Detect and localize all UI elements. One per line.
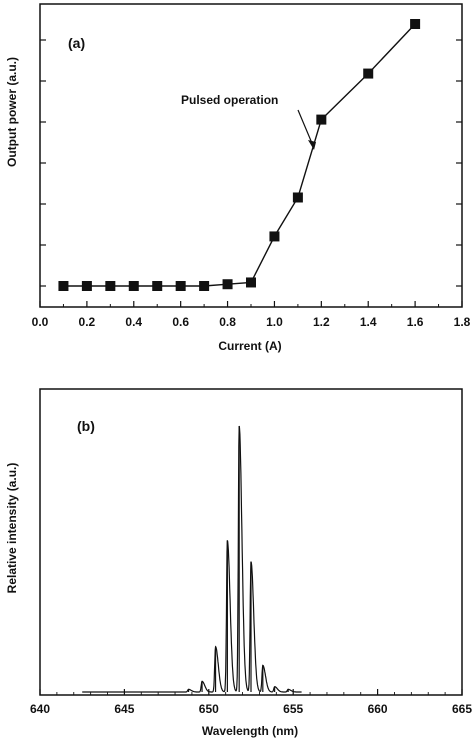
data-point-marker: [316, 114, 327, 125]
y-axis-title-a: Output power (a.u.): [5, 57, 19, 167]
x-tick-label-b: 655: [283, 702, 303, 716]
x-tick-label-b: 640: [30, 702, 50, 716]
data-point-marker: [246, 277, 256, 288]
data-point-marker: [152, 281, 163, 291]
annotation-label: Pulsed operation: [181, 93, 278, 107]
spectrum-peaks: [187, 426, 289, 692]
x-tick-label-a: 1.2: [313, 315, 330, 329]
x-tick-label-a: 0.4: [125, 315, 142, 329]
x-tick-label-b: 665: [452, 702, 472, 716]
data-point-marker: [81, 281, 92, 291]
spectrum-line: [82, 425, 302, 693]
data-point-marker: [199, 281, 210, 291]
x-tick-label-a: 1.6: [407, 315, 424, 329]
x-tick-label-b: 660: [368, 702, 388, 716]
x-tick-label-a: 0.6: [172, 315, 189, 329]
x-tick-label-a: 0.8: [219, 315, 236, 329]
data-point-marker: [105, 281, 116, 291]
y-axis-title-b: Relative intensity (a.u.): [5, 463, 19, 594]
x-tick-label-a: 1.4: [360, 315, 377, 329]
data-point-marker: [128, 281, 139, 291]
y-axis-a: [40, 39, 462, 287]
annotation-arrowhead: [308, 140, 316, 150]
series-line-a: [63, 23, 416, 287]
x-tick-label-b: 650: [199, 702, 219, 716]
x-axis-title-b: Wavelength (nm): [202, 724, 298, 738]
data-point-marker: [410, 19, 421, 29]
x-axis-a: 0.0 0.2 0.4 0.6 0.8 1.0 1.2 1.4 1.6 1.8: [32, 301, 471, 329]
data-point-marker: [222, 279, 233, 290]
data-point-marker: [175, 281, 186, 291]
x-tick-label-a: 0.0: [32, 315, 49, 329]
x-axis-title-a: Current (A): [218, 339, 281, 353]
panel-b: (b) Relative intensity (a.u.) Wavelength…: [5, 388, 472, 738]
data-point-marker: [363, 68, 374, 79]
x-tick-label-b: 645: [114, 702, 134, 716]
x-tick-label-a: 1.8: [454, 315, 471, 329]
plot-frame-b: [39, 388, 463, 696]
x-tick-label-a: 0.2: [79, 315, 96, 329]
data-point-marker: [292, 192, 303, 203]
panel-a: (a) Output power (a.u.) Current (A) 0.0 0…: [5, 3, 471, 353]
series-markers-a: [58, 19, 421, 291]
x-tick-label-a: 1.0: [266, 315, 283, 329]
panel-label-a: (a): [68, 35, 85, 51]
panel-label-b: (b): [77, 418, 95, 434]
plot-frame-a: [39, 3, 463, 308]
x-axis-b: 640 645 650 655 660 665: [30, 689, 472, 716]
data-point-marker: [58, 281, 69, 291]
data-point-marker: [269, 231, 280, 242]
